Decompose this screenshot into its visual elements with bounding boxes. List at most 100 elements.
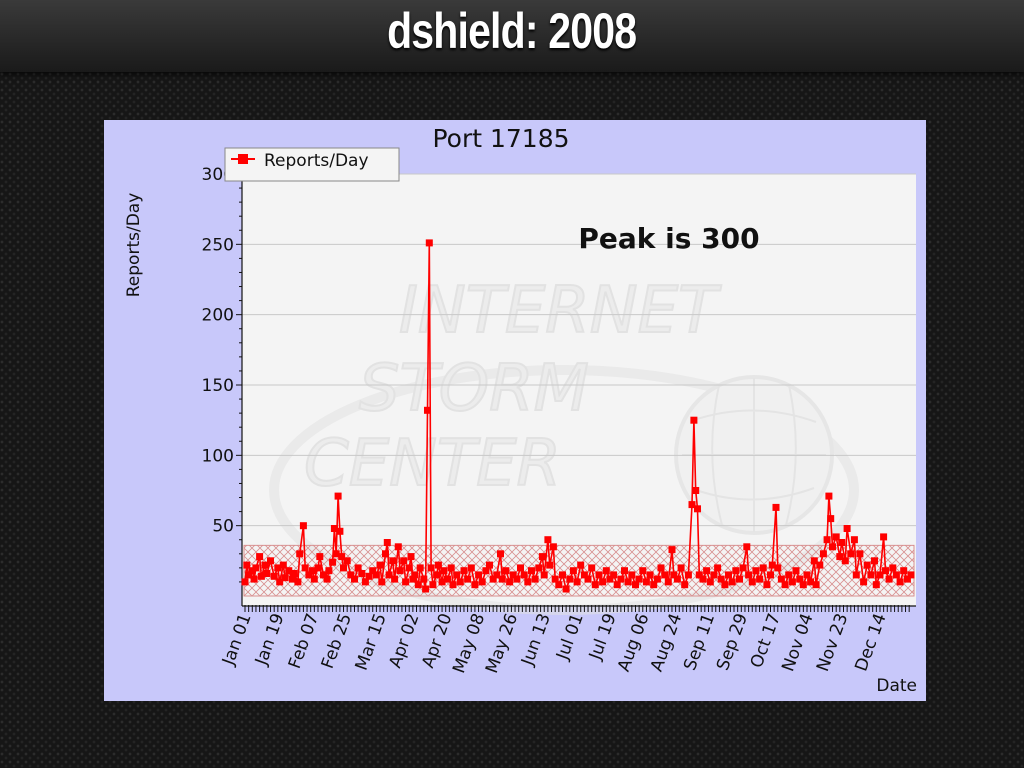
data-point <box>812 581 820 589</box>
data-point <box>301 564 309 572</box>
data-point <box>743 543 751 551</box>
data-point <box>361 578 369 586</box>
data-point <box>628 571 636 579</box>
data-point <box>573 578 581 586</box>
data-point <box>670 571 678 579</box>
data-point <box>617 575 625 583</box>
data-point <box>385 571 393 579</box>
data-point <box>555 581 563 589</box>
data-point <box>668 546 676 554</box>
grid <box>242 173 916 527</box>
data-point <box>732 567 740 575</box>
data-point <box>717 575 725 583</box>
svg-text:INTERNET: INTERNET <box>399 274 722 348</box>
data-point <box>409 575 417 583</box>
data-point <box>305 571 313 579</box>
data-point <box>885 575 893 583</box>
data-point <box>241 578 249 586</box>
data-point <box>513 575 521 583</box>
data-point <box>562 585 570 593</box>
data-point <box>807 578 815 586</box>
data-point <box>569 567 577 575</box>
data-point <box>340 564 347 572</box>
data-point <box>599 578 607 586</box>
data-point <box>256 553 264 561</box>
data-point <box>405 564 413 572</box>
data-point <box>694 505 701 513</box>
data-point <box>559 571 566 579</box>
data-point <box>843 525 851 532</box>
data-point <box>365 572 373 580</box>
data-point <box>788 578 796 586</box>
data-point <box>369 567 377 575</box>
data-point <box>728 578 736 586</box>
data-point <box>695 571 703 579</box>
data-point <box>243 561 251 569</box>
data-point <box>653 575 661 583</box>
data-point <box>447 564 455 572</box>
data-point <box>836 553 844 561</box>
data-point <box>354 564 362 572</box>
data-point <box>781 581 789 589</box>
data-point <box>252 564 260 572</box>
data-point <box>329 558 337 566</box>
data-point <box>580 571 588 579</box>
data-point <box>498 575 506 583</box>
data-point <box>710 571 718 579</box>
data-point <box>872 581 880 589</box>
data-point <box>768 561 776 569</box>
data-point <box>276 578 284 586</box>
data-point <box>745 571 753 579</box>
x-axis-label: Date <box>876 676 917 696</box>
data-point <box>756 575 764 583</box>
data-point <box>528 567 535 575</box>
data-point <box>650 581 658 589</box>
data-point <box>330 525 338 532</box>
y-tick-label: 100 <box>202 446 234 466</box>
data-point <box>411 571 419 579</box>
data-point <box>424 406 431 414</box>
data-point <box>316 553 324 561</box>
data-point <box>699 575 707 583</box>
data-point <box>438 578 446 586</box>
data-point <box>517 564 524 572</box>
data-point <box>429 581 437 589</box>
data-point <box>566 575 574 583</box>
data-point <box>841 557 849 565</box>
svg-text:STORM: STORM <box>359 352 589 426</box>
data-point <box>703 567 711 575</box>
data-point <box>785 571 793 579</box>
data-point <box>602 567 610 575</box>
data-point <box>290 570 298 577</box>
data-point <box>549 543 557 551</box>
data-point <box>535 564 543 572</box>
data-point <box>414 581 422 589</box>
data-point <box>657 564 665 572</box>
series-points <box>241 239 915 593</box>
data-point <box>343 557 351 565</box>
data-point <box>661 571 669 579</box>
data-point <box>351 575 358 583</box>
data-point <box>677 564 685 572</box>
data-point <box>400 557 408 565</box>
y-axis-label: Reports/Day <box>124 193 144 298</box>
data-point <box>739 564 747 572</box>
data-point <box>584 575 592 583</box>
data-point <box>799 581 807 589</box>
data-point <box>285 567 293 575</box>
data-point <box>606 575 614 583</box>
data-point <box>838 539 846 546</box>
data-point <box>777 575 785 583</box>
data-point <box>595 571 603 579</box>
data-point <box>475 571 483 579</box>
data-point <box>402 578 410 586</box>
data-point <box>464 575 472 583</box>
data-point <box>427 564 435 572</box>
data-point <box>434 561 442 569</box>
peak-annotation: Peak is 300 <box>578 222 759 255</box>
data-point <box>460 567 468 575</box>
data-point <box>320 571 327 579</box>
data-point <box>257 572 265 580</box>
data-point <box>334 492 342 500</box>
data-point <box>816 561 824 569</box>
